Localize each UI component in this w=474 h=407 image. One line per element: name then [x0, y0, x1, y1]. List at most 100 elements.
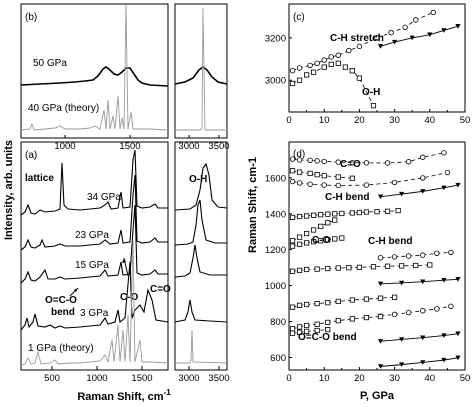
panel-c-ytick-3000: 3000 — [265, 76, 286, 87]
panel-c-series-0-point — [413, 17, 419, 23]
panel-d-series-0-point — [307, 157, 313, 164]
d-ann-co: C-O — [312, 235, 331, 246]
panel-d-series-2-point — [335, 182, 341, 189]
panel-d-series-10-point — [303, 301, 310, 308]
panel-d-series-3-point — [377, 194, 384, 200]
panel-d-series-8-point — [314, 266, 320, 272]
panel-d-series-10-point — [349, 297, 355, 303]
panel-d-series-6-point — [339, 235, 345, 241]
panel-d-series-10-point — [363, 296, 370, 302]
panel-c-series-0-point — [346, 47, 352, 54]
panel-d-series-2-point — [321, 182, 327, 188]
panel-d-series-8-point — [384, 263, 391, 269]
c-ann-oh: O-H — [362, 87, 380, 98]
panel-c-series-0-point — [314, 60, 320, 66]
panel-d-series-4-point — [384, 208, 391, 214]
panel-d-series-8-point — [356, 264, 363, 270]
a-co-arrowhead — [122, 258, 126, 263]
panel-d-series-5-point — [325, 220, 331, 226]
a-trace-label-23: 23 GPa — [75, 230, 109, 241]
panel-c-label: (c) — [293, 12, 305, 23]
panel-d-series-6-point — [318, 238, 324, 244]
panel-c-series-1-point — [321, 64, 327, 70]
panel-d-series-12-point — [303, 322, 310, 329]
panel-d-xtick-0: 0 — [286, 373, 291, 384]
panel-c-xtick-0: 0 — [286, 115, 291, 126]
panel-a-right-frame — [174, 141, 228, 371]
b-label-top: 50 GPa — [33, 58, 67, 69]
panel-d-series-4-point — [332, 211, 338, 217]
panel-b-left-frame — [20, 3, 169, 139]
a-ann-lattice: lattice — [25, 173, 54, 184]
panel-d-series-2-point — [444, 169, 451, 176]
panel-d-series-13-point — [289, 330, 296, 336]
panel-d-ytick-600: 600 — [270, 353, 286, 364]
panel-d-series-11-point — [420, 308, 426, 314]
a-ann-c-eq-o: C=O — [150, 284, 171, 295]
panel-c-series-1-point — [342, 64, 348, 70]
panel-d-ytick-1400: 1400 — [265, 209, 286, 220]
left-ylabel: Intensity, arb. units — [3, 140, 15, 240]
panel-d-series-8-point — [303, 266, 310, 273]
panel-d-series-8-point — [325, 265, 331, 272]
d-xlabel: P, GPa — [360, 390, 395, 402]
panel-d-series-13-point — [303, 328, 310, 335]
panel-d-series-0-point — [420, 154, 426, 160]
panel-d-series-13-point — [296, 329, 303, 335]
panel-d-ytick-1000: 1000 — [265, 281, 286, 292]
panel-d-series-7-point — [420, 252, 426, 258]
panel-d-series-7-point — [434, 250, 440, 257]
panel-c-xtick-30: 30 — [389, 115, 400, 126]
panel-d-series-0-point — [296, 157, 303, 163]
b-xtick-3000: 3000 — [178, 141, 199, 152]
panel-d-series-13-point — [314, 327, 320, 334]
left-xlabel: Raman Shift, cm-1 — [77, 388, 171, 403]
panel-d-series-10-point — [377, 295, 384, 301]
panel-d-series-12-point — [349, 316, 355, 322]
panel-c-series-2-point — [441, 28, 447, 33]
panel-d-xtick-40: 40 — [425, 373, 436, 384]
panel-a-left-frame — [20, 141, 169, 371]
panel-d-series-8-point — [335, 265, 341, 271]
a-spectrum-1gpa-theory-oh — [175, 329, 228, 364]
panel-c-series-0-point — [328, 54, 334, 60]
panel-d-series-3-line — [380, 184, 459, 198]
panel-d-series-15-point — [377, 364, 384, 369]
panel-c-series-1-point — [289, 80, 296, 87]
panel-d-series-4-point — [363, 209, 370, 215]
a-spectrum-34gpa — [20, 149, 168, 216]
panel-d-ytick-800: 800 — [270, 317, 286, 328]
panel-d-series-4-point — [311, 212, 317, 218]
panel-d-series-10-point — [391, 294, 398, 300]
panel-c-series-0-point — [321, 57, 327, 63]
panel-d-series-2-point — [391, 179, 398, 186]
d-ann-oco-bend: O=C-O bend — [298, 332, 357, 343]
panel-d-series-8-point — [289, 268, 296, 274]
d-ann-ch-bend-1: C-H bend — [325, 192, 369, 203]
panel-d-ytick-1200: 1200 — [265, 245, 286, 256]
d-ann-ch-bend-2: C-H bend — [368, 236, 412, 247]
panel-d-series-4-point — [296, 213, 303, 220]
panel-d-series-8-point — [346, 265, 352, 271]
panel-d-series-7-point — [448, 249, 454, 256]
panel-d-series-11-point — [391, 311, 398, 318]
panel-d-series-5-point — [296, 234, 303, 240]
panel-d-series-4-point — [339, 210, 345, 217]
panel-d-series-12-point — [289, 326, 296, 332]
panel-c: 0 10 20 30 40 50 3000 3200 (c) C-H stretch O-H — [265, 3, 470, 126]
b-spectrum-40gpa-theory-oh — [175, 7, 227, 131]
panel-c-series-0-point — [289, 68, 296, 74]
panel-d-series-10-point — [296, 302, 303, 308]
panel-d-series-12-point — [335, 318, 341, 324]
panel-d: 0 10 20 30 40 50 600 800 1000 1200 1400 1600 (d) C=O C… — [265, 141, 470, 384]
a-spectrum-23gpa-oh — [174, 199, 227, 246]
panel-d-series-14-point — [399, 337, 405, 342]
b-label-bottom: 40 GPa (theory) — [28, 103, 99, 114]
panel-d-series-9-point — [420, 279, 426, 285]
panel-d-series-6-point — [311, 239, 317, 245]
panel-c-series-1-point — [349, 68, 355, 74]
panel-d-series-1-point — [335, 174, 341, 180]
panel-c-series-0-point — [430, 9, 437, 16]
panel-d-series-11-line — [380, 305, 451, 317]
panel-c-series-1-line — [292, 62, 374, 106]
